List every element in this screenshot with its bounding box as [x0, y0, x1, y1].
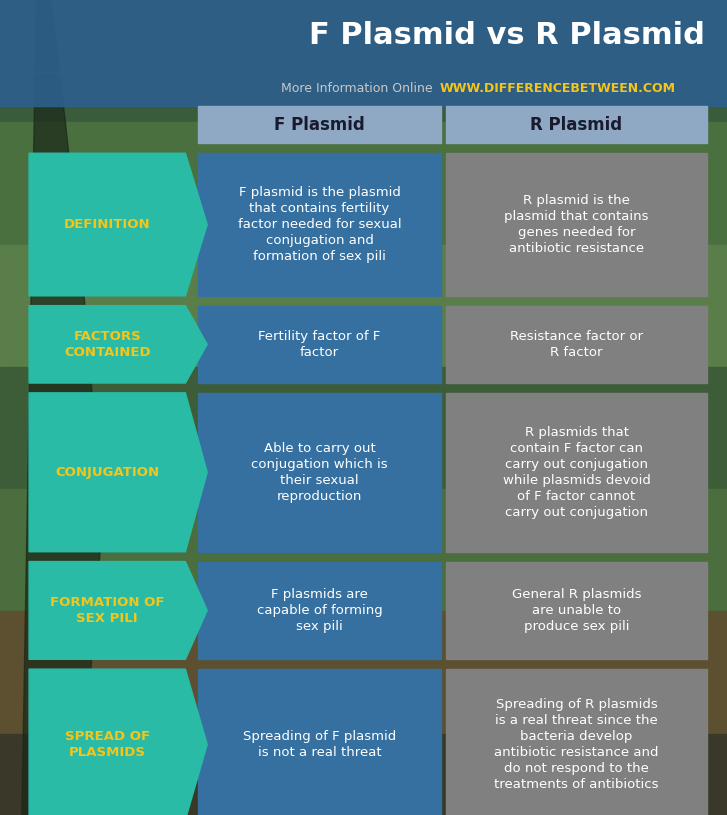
- Text: R plasmids that
contain F factor can
carry out conjugation
while plasmids devoid: R plasmids that contain F factor can car…: [502, 425, 651, 519]
- Text: R plasmid is the
plasmid that contains
genes needed for
antibiotic resistance: R plasmid is the plasmid that contains g…: [505, 194, 648, 255]
- Bar: [446, 153, 707, 296]
- Text: Spreading of R plasmids
is a real threat since the
bacteria develop
antibiotic r: Spreading of R plasmids is a real threat…: [494, 698, 659, 791]
- Text: FACTORS
CONTAINED: FACTORS CONTAINED: [64, 330, 150, 359]
- Bar: [198, 153, 441, 296]
- Text: F plasmid is the plasmid
that contains fertility
factor needed for sexual
conjug: F plasmid is the plasmid that contains f…: [238, 186, 401, 263]
- Bar: [0, 367, 727, 489]
- Polygon shape: [22, 0, 102, 815]
- Text: Spreading of F plasmid
is not a real threat: Spreading of F plasmid is not a real thr…: [243, 730, 396, 759]
- Text: Resistance factor or
R factor: Resistance factor or R factor: [510, 330, 643, 359]
- Text: SPREAD OF
PLASMIDS: SPREAD OF PLASMIDS: [65, 730, 150, 759]
- Bar: [446, 306, 707, 383]
- Polygon shape: [29, 669, 207, 815]
- Bar: [446, 393, 707, 552]
- Bar: [0, 489, 727, 611]
- Text: F Plasmid vs R Plasmid: F Plasmid vs R Plasmid: [309, 21, 705, 51]
- Bar: [0, 244, 727, 367]
- Polygon shape: [29, 153, 207, 296]
- Bar: [198, 306, 441, 383]
- Bar: [198, 562, 441, 659]
- Polygon shape: [29, 393, 207, 552]
- Text: General R plasmids
are unable to
produce sex pili: General R plasmids are unable to produce…: [512, 588, 641, 633]
- Bar: [0, 0, 727, 72]
- Polygon shape: [29, 562, 207, 659]
- Bar: [446, 669, 707, 815]
- Bar: [0, 611, 727, 734]
- Bar: [198, 669, 441, 815]
- Text: DEFINITION: DEFINITION: [64, 218, 150, 231]
- Bar: [0, 0, 727, 122]
- Bar: [446, 106, 707, 143]
- Bar: [0, 72, 727, 106]
- Text: FORMATION OF
SEX PILI: FORMATION OF SEX PILI: [50, 596, 164, 625]
- Bar: [198, 393, 441, 552]
- Text: F plasmids are
capable of forming
sex pili: F plasmids are capable of forming sex pi…: [257, 588, 382, 633]
- Bar: [0, 122, 727, 244]
- Text: R Plasmid: R Plasmid: [531, 116, 622, 134]
- Text: F Plasmid: F Plasmid: [274, 116, 365, 134]
- Bar: [0, 734, 727, 815]
- Text: WWW.DIFFERENCEBETWEEN.COM: WWW.DIFFERENCEBETWEEN.COM: [440, 82, 676, 95]
- Text: More Information Online: More Information Online: [281, 82, 433, 95]
- Text: Fertility factor of F
factor: Fertility factor of F factor: [258, 330, 381, 359]
- Polygon shape: [29, 306, 207, 383]
- Text: Able to carry out
conjugation which is
their sexual
reproduction: Able to carry out conjugation which is t…: [252, 442, 387, 503]
- Bar: [198, 106, 441, 143]
- Text: CONJUGATION: CONJUGATION: [55, 466, 159, 478]
- Bar: [446, 562, 707, 659]
